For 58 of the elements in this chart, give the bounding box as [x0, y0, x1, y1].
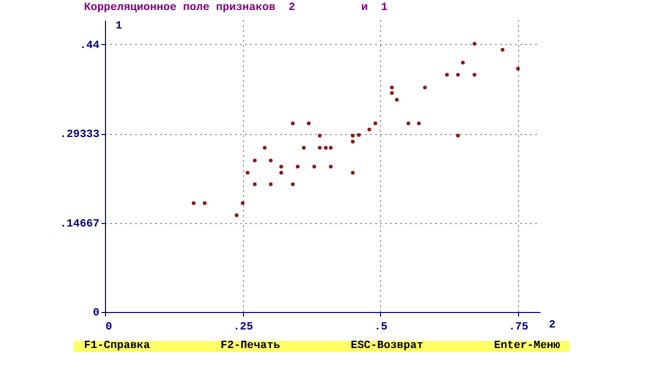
- point: [416, 122, 421, 126]
- point: [279, 170, 284, 175]
- point: [456, 72, 460, 77]
- point: [406, 122, 410, 126]
- point: [324, 146, 328, 150]
- point: [268, 182, 273, 186]
- point: [373, 122, 378, 126]
- text: F2-Печать: [220, 340, 280, 352]
- point: [367, 128, 372, 132]
- point: [390, 91, 394, 95]
- x-tick-label: .25: [233, 322, 254, 334]
- point: [328, 164, 333, 168]
- text: F1-Справка: [84, 340, 150, 352]
- point: [394, 98, 399, 102]
- y-axis-title: 1: [116, 20, 122, 32]
- x-tick-label: .5: [374, 322, 388, 334]
- point: [302, 146, 306, 150]
- point: [461, 60, 465, 64]
- point: [318, 146, 322, 150]
- point: [192, 201, 196, 205]
- point: [350, 134, 355, 138]
- point: [472, 72, 476, 77]
- text: ESC-Возврат: [350, 340, 424, 352]
- point: [262, 146, 267, 150]
- point: [390, 86, 394, 90]
- point: [312, 164, 316, 168]
- point: [268, 158, 273, 162]
- point: [328, 146, 333, 150]
- point: [456, 134, 460, 138]
- y-tick-label: .44: [80, 40, 100, 52]
- x-axis-title: 2: [548, 320, 556, 332]
- point: [500, 48, 504, 52]
- point: [423, 86, 427, 90]
- point: [356, 133, 361, 137]
- text: Enter-Меню: [494, 340, 560, 352]
- point: [445, 72, 449, 77]
- point: [350, 170, 355, 175]
- point: [516, 66, 520, 71]
- chart-title: Корреляционное поле признаков 2 и 1: [84, 2, 388, 14]
- point: [279, 164, 284, 168]
- point: [296, 164, 300, 168]
- y-tick-label: .14667: [60, 218, 100, 230]
- point: [306, 122, 311, 126]
- point: [246, 170, 250, 175]
- point: [252, 158, 257, 162]
- y-tick-label: .29333: [60, 129, 100, 142]
- point: [290, 182, 295, 186]
- point: [350, 140, 355, 144]
- point: [202, 201, 207, 205]
- point: [290, 122, 295, 126]
- point: [252, 182, 257, 186]
- x-tick-label: 0: [106, 322, 112, 334]
- x-tick-label: .75: [508, 322, 529, 334]
- point: [240, 201, 245, 205]
- point: [318, 134, 322, 138]
- point: [472, 42, 476, 46]
- point: [234, 213, 238, 218]
- y-tick-label: 0: [92, 308, 100, 320]
